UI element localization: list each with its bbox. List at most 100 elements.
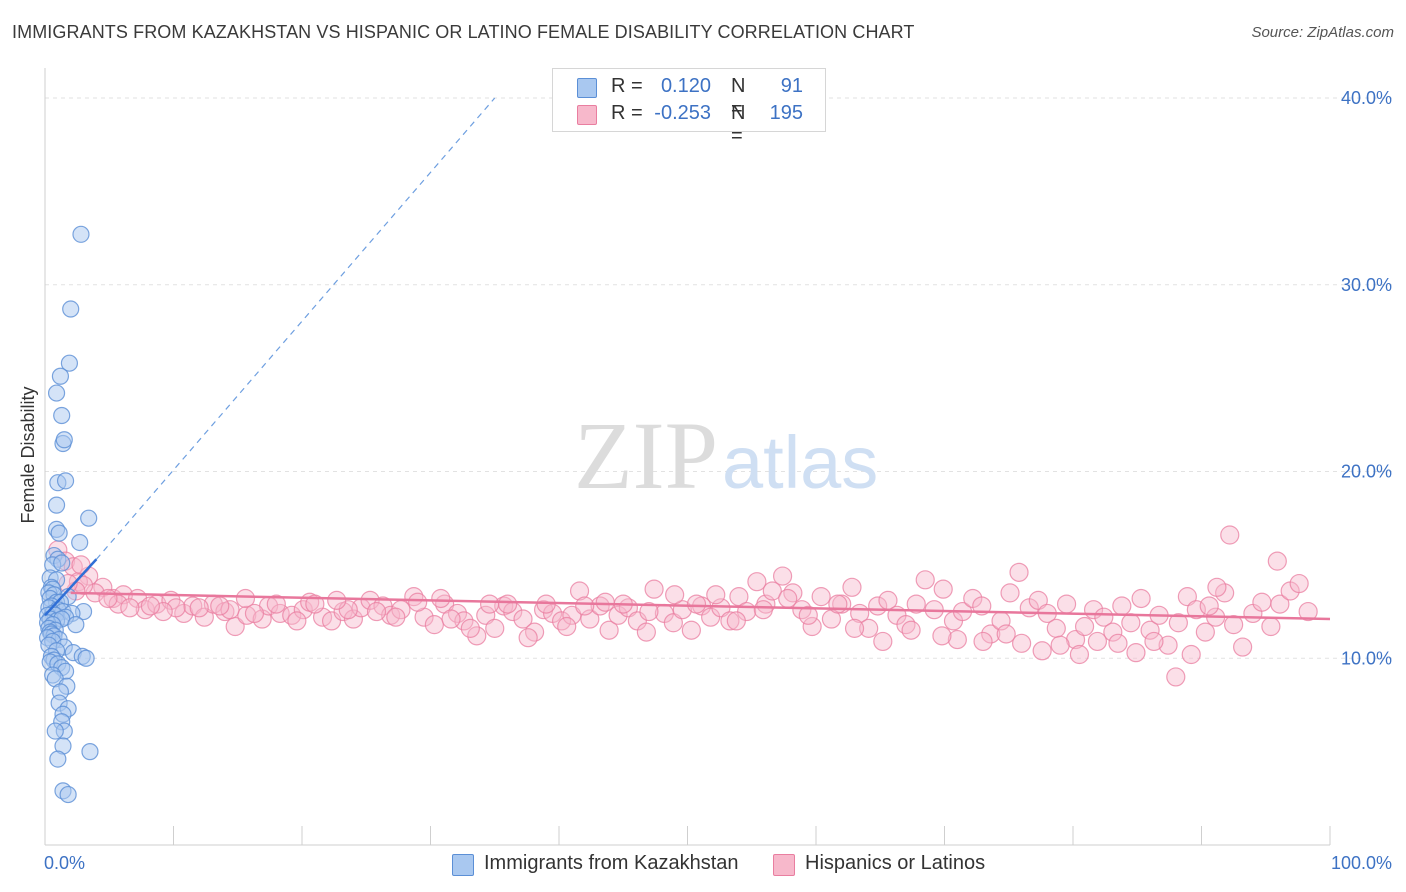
correlation-legend: R = 0.120 N = 91 R = -0.253 N = 195 [552, 68, 826, 147]
kazakhstan-point [67, 616, 85, 634]
hispanics-point [485, 618, 505, 638]
hispanics-point [1074, 616, 1095, 637]
hispanics-point [551, 611, 572, 631]
y-tick-label: 40.0% [1341, 88, 1392, 108]
legend-n-label: N = [731, 75, 746, 120]
hispanics-point [1000, 583, 1020, 603]
kazakhstan-trend-extension [95, 97, 496, 560]
hispanics-point [424, 615, 444, 635]
hispanics-point [842, 577, 862, 597]
hispanics-point [595, 592, 615, 612]
chart-title: IMMIGRANTS FROM KAZAKHSTAN VS HISPANIC O… [12, 22, 915, 42]
kazakhstan-point [71, 533, 89, 552]
hispanics-point [98, 588, 118, 609]
hispanics-point [663, 613, 683, 633]
hispanics-point [305, 594, 325, 614]
hispanics-point [1186, 600, 1206, 620]
hispanics-point [720, 611, 740, 631]
hispanics-point [1087, 631, 1108, 652]
watermark: ZIP atlas [574, 402, 878, 509]
hispanics-point [327, 590, 347, 610]
legend-r-label: R = [611, 75, 643, 97]
hispanics-point [1199, 596, 1219, 616]
hispanics-point [973, 631, 993, 652]
x-tick-label: 100.0% [1331, 853, 1392, 873]
hispanics-point [71, 555, 91, 575]
hispanics-point [575, 596, 595, 616]
hispanics-point [932, 626, 952, 646]
kazakhstan-point [62, 300, 80, 318]
hispanics-point [1261, 616, 1281, 637]
legend-swatch-kazakhstan [577, 78, 597, 98]
hispanics-point [665, 585, 685, 605]
hispanics-point [896, 615, 916, 635]
hispanics-point [1108, 633, 1128, 653]
hispanics-point [1220, 525, 1240, 545]
hispanics-point [1252, 592, 1272, 612]
hispanics-point [933, 579, 953, 599]
hispanics-point [1046, 618, 1066, 638]
gridlines [45, 97, 1392, 659]
hispanics-point [981, 624, 1001, 644]
hispanics-point [293, 600, 313, 620]
hispanics-point [1166, 667, 1186, 687]
hispanics-point [1112, 596, 1132, 616]
hispanics-point [194, 607, 214, 627]
kazakhstan-point [51, 367, 70, 385]
watermark-atlas: atlas [722, 421, 878, 504]
hispanics-point [798, 605, 818, 625]
legend-swatch-hispanics [577, 105, 597, 125]
hispanics-point [235, 588, 256, 609]
y-tick-labels: 10.0% 20.0% 30.0% 40.0% [1341, 88, 1392, 668]
hispanics-point [266, 594, 286, 614]
hispanics-point [873, 631, 893, 652]
hispanics-point [1121, 613, 1141, 633]
hispanics-point [1195, 622, 1215, 642]
hispanics-point [783, 583, 803, 603]
kazakhstan-trend-line [44, 558, 98, 617]
source-label: Source: ZipAtlas.com [1251, 24, 1394, 41]
hispanics-point [287, 611, 307, 631]
hispanics-point [681, 620, 701, 640]
hispanics-point [608, 605, 628, 625]
kazakhstan-point [56, 472, 75, 490]
hispanics-point [166, 598, 186, 618]
y-tick-label: 20.0% [1341, 462, 1392, 482]
hispanics-point [1144, 631, 1164, 652]
hispanics-point [431, 588, 451, 609]
hispanics-point [1168, 613, 1188, 633]
hispanics-point [811, 587, 831, 607]
bottom-legend-label-hispanics: Hispanics or Latinos [805, 852, 986, 874]
kazakhstan-point [46, 722, 64, 740]
hispanics-point [386, 607, 406, 627]
hispanics-point [343, 609, 363, 629]
watermark-zip: ZIP [574, 402, 718, 509]
hispanics-point [636, 622, 656, 642]
hispanics-point [1181, 644, 1201, 665]
hispanics-point [1011, 633, 1032, 653]
hispanics-point [366, 601, 387, 622]
hispanics-point [1177, 587, 1197, 607]
hispanics-point [1056, 594, 1077, 614]
hispanics-point [1131, 588, 1151, 609]
hispanics-point [1032, 641, 1052, 661]
hispanics-point [120, 598, 140, 618]
hispanics-point [1267, 551, 1287, 571]
hispanics-point [476, 605, 496, 625]
hispanics-point [480, 594, 500, 614]
hispanics-point [639, 601, 659, 622]
bottom-legend-swatch-hispanics [773, 854, 795, 876]
hispanics-point [1224, 615, 1244, 635]
legend-n-label: N = [731, 102, 746, 147]
hispanics-point [859, 618, 879, 638]
hispanics-trend-line [70, 591, 1331, 621]
hispanics-point [778, 588, 798, 609]
hispanics-point [844, 618, 865, 638]
hispanics-point [644, 579, 664, 599]
hispanics-point [513, 609, 533, 629]
hispanics-point [1289, 573, 1309, 594]
hispanics-point [557, 616, 577, 637]
hispanics-point [244, 603, 265, 624]
hispanics-point [1126, 643, 1146, 663]
